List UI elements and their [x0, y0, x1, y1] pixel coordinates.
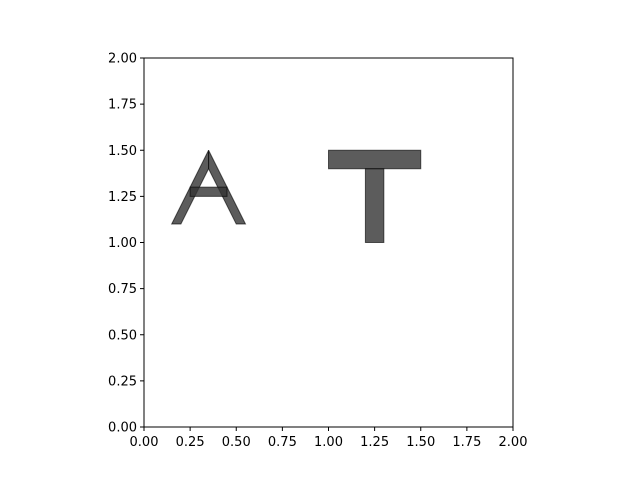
axes-frame	[143, 57, 514, 428]
x-tick-label: 1.25	[360, 435, 389, 450]
y-tick-label: 0.25	[108, 374, 137, 389]
x-tick-label: 1.50	[406, 435, 435, 450]
x-tick-label: 1.00	[314, 435, 343, 450]
glyph-shapes	[170, 149, 422, 243]
x-tick-label: 0.50	[222, 435, 251, 450]
x-tick-label: 0.25	[176, 435, 205, 450]
y-tick-label: 1.00	[108, 236, 137, 251]
glyph-a-crossbar	[189, 186, 228, 197]
y-tick-label: 1.50	[108, 144, 137, 159]
y-axis: 0.00 0.25 0.50 0.75 1.00 1.25 1.50 1.75 2.00	[108, 52, 144, 436]
x-tick-label: 2.00	[499, 435, 528, 450]
y-tick-label: 1.75	[108, 98, 137, 113]
glyph-t-stem	[364, 168, 385, 243]
glyph-t-top-bar	[328, 149, 422, 170]
x-tick-label: 0.00	[130, 435, 159, 450]
y-tick-label: 0.00	[108, 421, 137, 436]
y-tick-label: 0.75	[108, 282, 137, 297]
y-tick-label: 2.00	[108, 52, 137, 67]
x-tick-label: 0.75	[268, 435, 297, 450]
x-tick-label: 1.75	[452, 435, 481, 450]
y-tick-label: 0.50	[108, 328, 137, 343]
y-tick-label: 1.25	[108, 190, 137, 205]
x-axis: 0.00 0.25 0.50 0.75 1.00 1.25 1.50 1.75 2.00	[130, 427, 528, 450]
